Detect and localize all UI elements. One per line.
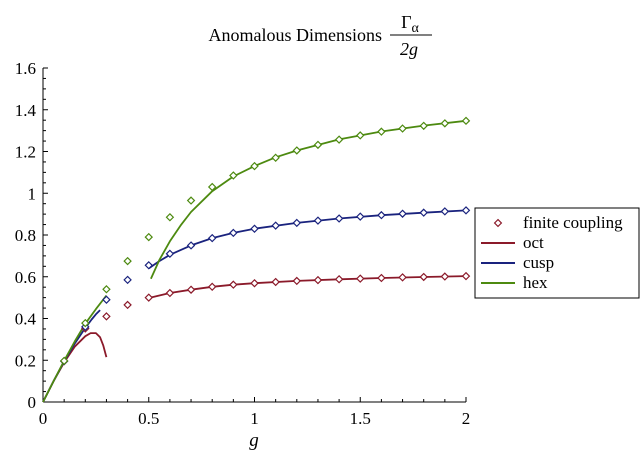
data-point-marker bbox=[398, 124, 407, 133]
data-point-marker bbox=[102, 285, 111, 294]
data-point-marker bbox=[334, 135, 344, 144]
y-tick-label: 1 bbox=[28, 184, 37, 203]
data-point-marker bbox=[461, 206, 471, 215]
data-point-marker bbox=[102, 312, 111, 321]
data-point-marker bbox=[461, 271, 471, 281]
y-tick-label: 0.6 bbox=[15, 268, 36, 287]
data-point-marker bbox=[123, 300, 132, 310]
data-point-marker bbox=[377, 273, 386, 283]
x-axis-label: g bbox=[249, 430, 259, 451]
data-point-marker bbox=[229, 228, 238, 238]
x-axis-ticks: 0 0.5 1 1.5 2 bbox=[39, 397, 471, 428]
y-tick-label: 1.2 bbox=[15, 143, 36, 162]
data-point-marker bbox=[229, 280, 238, 289]
data-point-marker bbox=[419, 121, 428, 131]
data-point-marker bbox=[207, 282, 217, 292]
data-point-marker bbox=[144, 293, 153, 302]
y-tick-label: 0 bbox=[28, 393, 37, 412]
data-point-marker bbox=[144, 232, 153, 242]
data-point-marker bbox=[123, 275, 132, 285]
x-tick-label: 1 bbox=[250, 409, 259, 428]
legend-marker-icon bbox=[493, 218, 503, 228]
data-point-marker bbox=[271, 153, 280, 163]
x-tick-label: 1.5 bbox=[350, 409, 371, 428]
data-point-marker bbox=[334, 214, 344, 223]
title-fraction-numerator: Γα bbox=[401, 12, 419, 36]
data-point-marker bbox=[250, 224, 259, 233]
data-point-marker bbox=[165, 213, 175, 222]
data-point-marker bbox=[123, 256, 132, 266]
data-point-marker bbox=[334, 275, 344, 284]
series-line-cusp bbox=[148, 209, 467, 270]
data-point-marker bbox=[313, 216, 323, 225]
axes bbox=[42, 68, 466, 403]
data-point-marker bbox=[440, 119, 450, 128]
y-tick-label: 0.2 bbox=[15, 351, 36, 370]
y-tick-label: 1.6 bbox=[15, 59, 36, 78]
data-point-marker bbox=[144, 261, 153, 270]
data-point-marker bbox=[102, 295, 111, 304]
data-point-marker bbox=[271, 221, 280, 230]
data-point-marker bbox=[271, 277, 280, 287]
data-point-marker bbox=[292, 218, 302, 228]
x-tick-label: 0 bbox=[39, 409, 48, 428]
legend-label: hex bbox=[523, 273, 548, 292]
data-point-marker bbox=[81, 318, 90, 328]
data-point-marker bbox=[440, 272, 450, 281]
data-point-marker bbox=[377, 210, 386, 220]
data-point-marker bbox=[165, 288, 175, 298]
data-point-marker bbox=[186, 196, 196, 205]
data-point-marker bbox=[461, 116, 471, 126]
legend-label: oct bbox=[523, 233, 544, 252]
series-line-hex bbox=[150, 119, 467, 280]
y-axis-ticks: 0 0.2 0.4 0.6 0.8 1 1.2 1.4 1.6 bbox=[15, 59, 48, 412]
data-point-marker bbox=[292, 276, 302, 286]
data-point-marker bbox=[419, 272, 428, 282]
y-tick-label: 1.4 bbox=[15, 101, 37, 120]
data-point-marker bbox=[313, 275, 323, 285]
series-line-oct bbox=[148, 275, 467, 299]
data-point-marker bbox=[440, 207, 450, 216]
data-point-marker bbox=[207, 182, 217, 192]
x-tick-label: 2 bbox=[462, 409, 471, 428]
title-fraction-denominator: 2g bbox=[400, 39, 418, 59]
series-line-hex bbox=[42, 294, 108, 403]
data-point-marker bbox=[229, 171, 238, 180]
data-point-marker bbox=[292, 146, 302, 155]
legend-label: cusp bbox=[523, 253, 554, 272]
data-point-marker bbox=[59, 356, 69, 366]
data-point-marker bbox=[377, 127, 386, 136]
data-point-marker bbox=[186, 241, 196, 250]
data-point-marker bbox=[398, 273, 407, 282]
y-tick-label: 0.8 bbox=[15, 226, 36, 245]
data-point-marker bbox=[207, 233, 217, 243]
data-point-marker bbox=[165, 249, 175, 259]
data-point-marker bbox=[356, 212, 365, 221]
series-line-cusp bbox=[42, 309, 101, 403]
legend-label: finite coupling bbox=[523, 213, 623, 232]
data-markers bbox=[59, 116, 471, 366]
chart-title-text: Anomalous Dimensions bbox=[209, 25, 383, 45]
data-point-marker bbox=[250, 278, 259, 288]
chart-title: Anomalous Dimensions Γα 2g bbox=[209, 12, 432, 59]
data-point-marker bbox=[356, 131, 365, 140]
data-point-marker bbox=[419, 208, 428, 217]
data-point-marker bbox=[250, 161, 259, 171]
x-tick-label: 0.5 bbox=[138, 409, 159, 428]
data-point-marker bbox=[398, 209, 407, 218]
data-point-marker bbox=[356, 274, 365, 283]
y-tick-label: 0.4 bbox=[15, 310, 37, 329]
data-point-marker bbox=[186, 285, 196, 294]
data-point-marker bbox=[313, 140, 323, 150]
